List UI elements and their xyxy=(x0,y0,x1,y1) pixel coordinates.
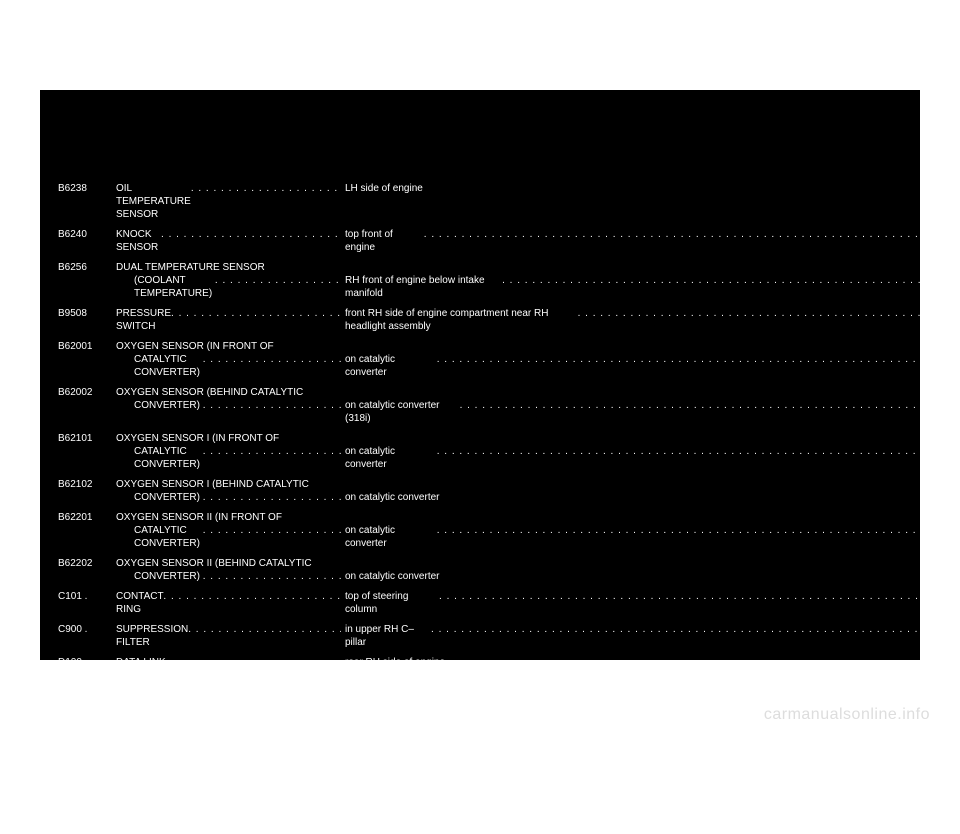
component-location: top of steering column xyxy=(345,590,960,616)
page: BMW 3 B6238OIL TEMPERATURE SENSOR LH sid… xyxy=(0,0,960,742)
component-code: B62201 xyxy=(58,511,116,524)
table-row: B62202OXYGEN SENSOR II (BEHIND CATALYTIC… xyxy=(58,557,902,583)
table-row: B62001OXYGEN SENSOR (IN FRONT OFCATALYTI… xyxy=(58,340,902,379)
component-code: B6240 xyxy=(58,228,116,241)
page-reference xyxy=(862,478,902,491)
table-row: B62201OXYGEN SENSOR II (IN FRONT OFCATAL… xyxy=(58,511,902,550)
component-location: on catalytic converter xyxy=(345,340,960,379)
component-code: D110 . xyxy=(58,689,116,702)
table-row: E9 . . . .REAR DEFOGGER I in rear window xyxy=(58,788,902,827)
component-name: OXYGEN SENSOR I (BEHIND CATALYTICCONVERT… xyxy=(116,478,345,504)
component-name: OXYGEN SENSOR (BEHIND CATALYTICCONVERTER… xyxy=(116,386,345,412)
component-code: B62002 xyxy=(58,386,116,399)
table-row: E8 . . . .RIGHT HEADLIGHT front RH side … xyxy=(58,755,902,781)
component-code: E7 . . . . xyxy=(58,722,116,735)
table-row: B62002OXYGEN SENSOR (BEHIND CATALYTICCON… xyxy=(58,386,902,425)
component-code: B62102 xyxy=(58,478,116,491)
table-row: B6240KNOCK SENSOR top front of engine 11… xyxy=(58,228,902,254)
component-code: D100 . xyxy=(58,656,116,669)
component-code: C900 . xyxy=(58,623,116,636)
component-location: front RH side of engine compartment near… xyxy=(345,307,960,333)
content-block: B6238OIL TEMPERATURE SENSOR LH side of e… xyxy=(40,90,920,660)
table-row: B6256DUAL TEMPERATURE SENSOR(COOLANT TEM… xyxy=(58,261,902,300)
component-code: C101 . xyxy=(58,590,116,603)
component-name: OXYGEN SENSOR I (IN FRONT OFCATALYTIC CO… xyxy=(116,432,345,471)
component-location: below LH side of dash xyxy=(345,689,862,702)
component-name: RIGHT HEADLIGHT xyxy=(116,755,345,781)
component-code: B6238 xyxy=(58,182,116,195)
table-row: D100 .DATA LINK CONNECTOR rear RH side o… xyxy=(58,656,902,682)
table-row: B9508PRESSURE SWITCH front RH side of en… xyxy=(58,307,902,333)
watermark-text: carmanualsonline.info xyxy=(764,706,930,724)
component-location: on catalytic converter xyxy=(345,478,862,504)
component-code: B6256 xyxy=(58,261,116,274)
component-code: B62001 xyxy=(58,340,116,353)
component-location: on catalytic converter xyxy=(345,432,960,471)
table-row: C101 .CONTACT RING top of steering colum… xyxy=(58,590,902,616)
component-name: LEFT HEADLIGHT xyxy=(116,722,345,748)
table-row: B62101OXYGEN SENSOR I (IN FRONT OFCATALY… xyxy=(58,432,902,471)
component-location: on catalytic converter xyxy=(345,511,960,550)
table-row: E7 . . . .LEFT HEADLIGHT front LH side o… xyxy=(58,722,902,748)
component-name: OXYGEN SENSOR (IN FRONT OFCATALYTIC CONV… xyxy=(116,340,345,379)
page-reference xyxy=(862,557,902,570)
component-code: B62101 xyxy=(58,432,116,445)
table-row: B6238OIL TEMPERATURE SENSOR LH side of e… xyxy=(58,182,902,221)
component-location: top front of engine xyxy=(345,228,960,254)
component-location: RH front of engine below intake manifold xyxy=(345,261,960,300)
component-code: E9 . . . . xyxy=(58,788,116,801)
component-name: DATA LINK CONNECTOR xyxy=(116,656,345,682)
component-location: on catalytic converter xyxy=(345,557,862,583)
component-name: OBD II CONNECTOR xyxy=(116,689,345,715)
component-location: in upper RH C–pillar xyxy=(345,623,960,649)
component-code: E8 . . . . xyxy=(58,755,116,768)
component-table: B6238OIL TEMPERATURE SENSOR LH side of e… xyxy=(58,182,902,834)
component-location: on catalytic converter (318i) xyxy=(345,386,960,425)
component-location: LH side of engine xyxy=(345,182,862,195)
component-location: front RH side of engine compartment xyxy=(345,755,862,768)
component-name: CONTACT RING xyxy=(116,590,345,616)
component-name: OXYGEN SENSOR II (BEHIND CATALYTICCONVER… xyxy=(116,557,345,583)
table-row: B62102OXYGEN SENSOR I (BEHIND CATALYTICC… xyxy=(58,478,902,504)
component-name: PRESSURE SWITCH xyxy=(116,307,345,333)
component-code: B62202 xyxy=(58,557,116,570)
component-name: SUPPRESSION FILTER xyxy=(116,623,345,649)
component-name: OXYGEN SENSOR II (IN FRONT OFCATALYTIC C… xyxy=(116,511,345,550)
component-name: REAR DEFOGGER I xyxy=(116,788,345,827)
table-row: C900 .SUPPRESSION FILTER in upper RH C–p… xyxy=(58,623,902,649)
component-location: rear RH side of engine compartment xyxy=(345,656,960,682)
component-code: B9508 xyxy=(58,307,116,320)
component-location: in rear window xyxy=(345,788,862,801)
component-name: OIL TEMPERATURE SENSOR xyxy=(116,182,345,221)
component-name: KNOCK SENSOR xyxy=(116,228,345,254)
component-name: DUAL TEMPERATURE SENSOR(COOLANT TEMPERAT… xyxy=(116,261,345,300)
